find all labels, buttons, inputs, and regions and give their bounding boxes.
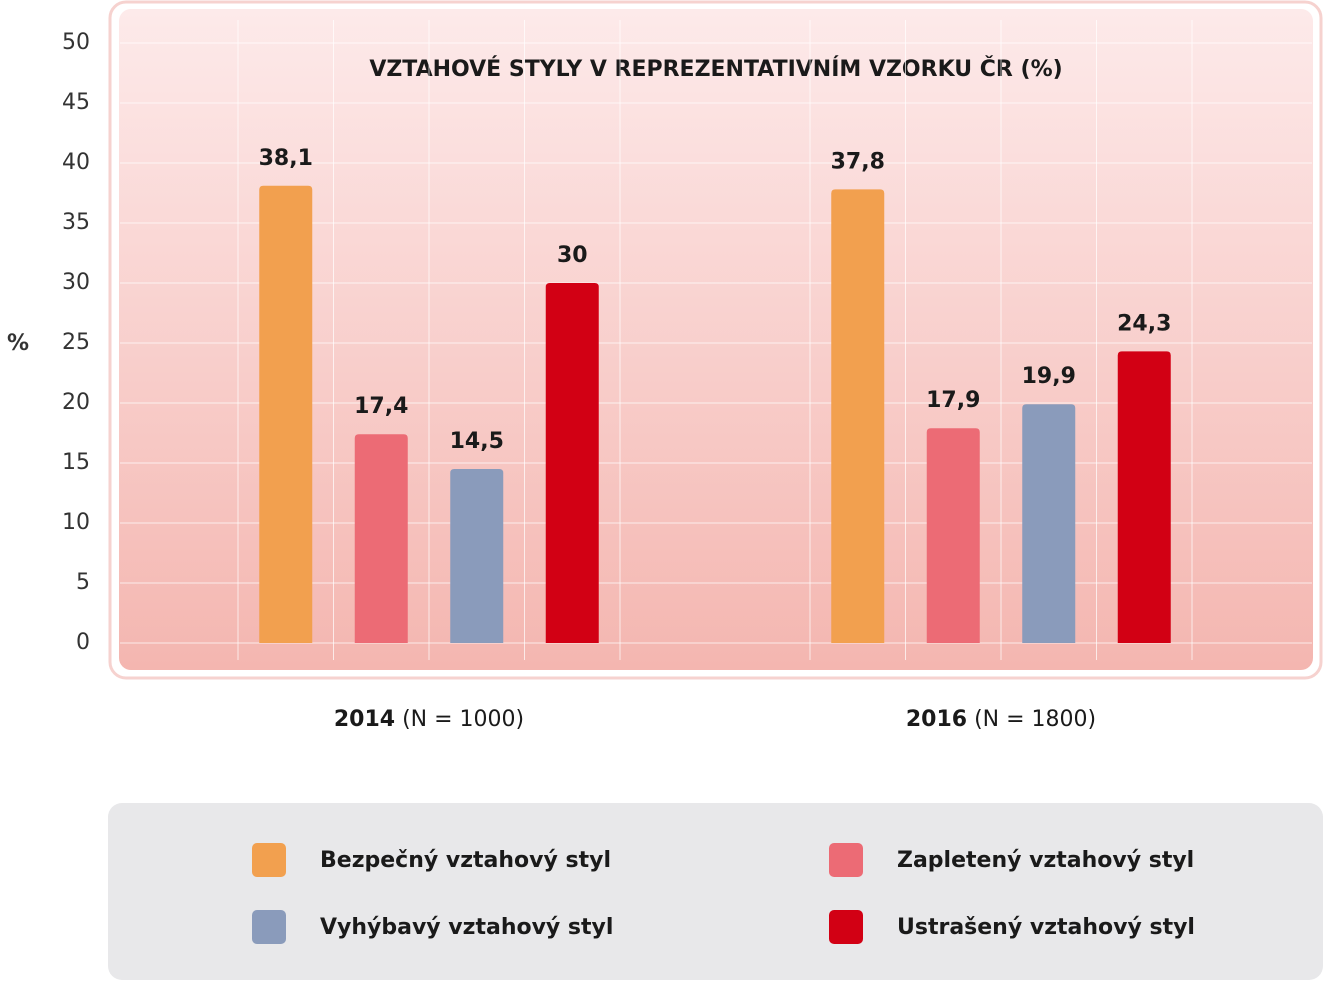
value-label: 37,8 bbox=[831, 149, 885, 174]
legend-swatch bbox=[252, 843, 286, 877]
y-tick-label: 15 bbox=[62, 450, 90, 475]
plot-panel bbox=[119, 9, 1313, 670]
y-tick-label: 40 bbox=[62, 150, 90, 175]
value-label: 17,4 bbox=[354, 394, 408, 419]
legend-swatch bbox=[829, 843, 863, 877]
y-tick-label: 35 bbox=[62, 210, 90, 235]
bar bbox=[926, 428, 980, 643]
y-tick-label: 10 bbox=[62, 510, 90, 535]
legend-label: Vyhýbavý vztahový styl bbox=[320, 915, 613, 940]
x-tick-label-year: 2016 bbox=[906, 707, 967, 732]
value-label: 14,5 bbox=[450, 429, 504, 454]
bar bbox=[259, 185, 313, 644]
value-label: 17,9 bbox=[926, 388, 980, 413]
x-tick-label: 2014 (N = 1000) bbox=[334, 707, 524, 732]
value-label: 38,1 bbox=[259, 146, 313, 171]
y-tick-label: 50 bbox=[62, 30, 90, 55]
x-tick-label-note: (N = 1000) bbox=[395, 707, 524, 732]
y-tick-label: 20 bbox=[62, 390, 90, 415]
legend-label: Bezpečný vztahový styl bbox=[320, 848, 611, 873]
bar bbox=[545, 283, 599, 643]
bar bbox=[354, 434, 408, 643]
y-tick-label: 45 bbox=[62, 90, 90, 115]
y-tick-label: 5 bbox=[76, 570, 90, 595]
y-tick-label: 25 bbox=[62, 330, 90, 355]
legend-label: Zapletený vztahový styl bbox=[897, 848, 1194, 873]
legend-label: Ustrašený vztahový styl bbox=[897, 915, 1195, 940]
bar bbox=[1117, 351, 1171, 643]
bar bbox=[450, 469, 504, 643]
legend-box bbox=[108, 803, 1323, 980]
y-tick-label: 0 bbox=[76, 630, 90, 655]
bar bbox=[1022, 404, 1076, 643]
value-label: 19,9 bbox=[1022, 364, 1076, 389]
bar bbox=[831, 189, 885, 643]
y-tick-label: 30 bbox=[62, 270, 90, 295]
legend-swatch bbox=[829, 910, 863, 944]
x-tick-label-year: 2014 bbox=[334, 707, 395, 732]
y-axis-label: % bbox=[7, 331, 29, 356]
legend-swatch bbox=[252, 910, 286, 944]
x-tick-label-note: (N = 1800) bbox=[967, 707, 1096, 732]
x-tick-label: 2016 (N = 1800) bbox=[906, 707, 1096, 732]
chart-title: VZTAHOVÉ STYLY V REPREZENTATIVNÍM VZORKU… bbox=[369, 56, 1062, 82]
value-label: 30 bbox=[557, 243, 588, 268]
value-label: 24,3 bbox=[1117, 311, 1171, 336]
